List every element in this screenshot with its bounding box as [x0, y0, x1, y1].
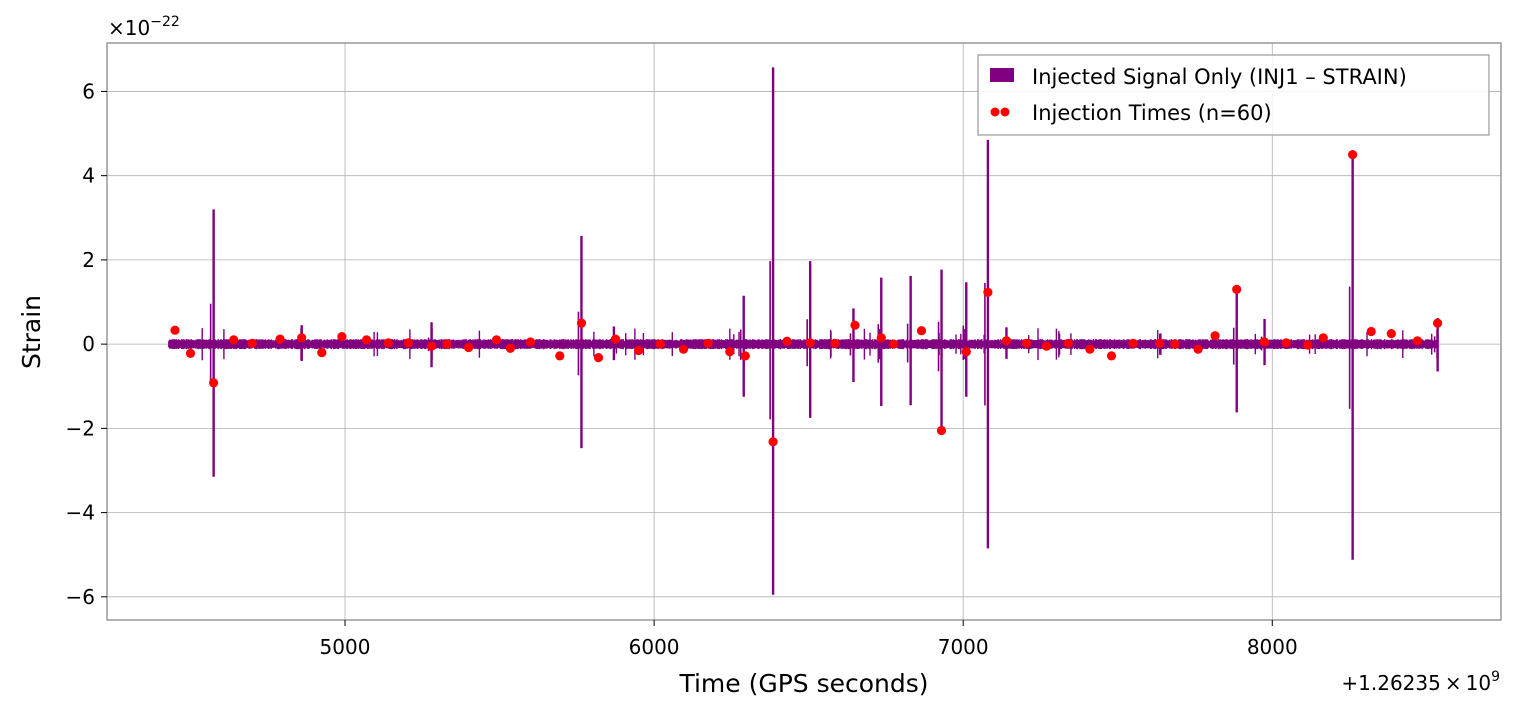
injection-point: [593, 353, 604, 363]
injection-point: [1042, 341, 1052, 351]
y-tick-label: 6: [82, 79, 95, 103]
y-axis-label: Strain: [17, 295, 46, 369]
y-scale-exponent: −22: [150, 14, 180, 30]
injection-point: [337, 332, 347, 342]
x-axis-label: Time (GPS seconds): [678, 669, 928, 698]
injection-point: [505, 343, 515, 353]
legend-signal-swatch: [990, 68, 1014, 82]
injection-point: [491, 335, 502, 345]
injection-point: [297, 333, 307, 343]
injection-point: [209, 378, 219, 388]
injection-point: [850, 320, 860, 330]
injection-point: [1170, 339, 1180, 349]
x-tick-label: 5000: [320, 635, 371, 659]
x-tick-label: 8000: [1247, 635, 1298, 659]
injection-point: [805, 338, 815, 348]
injection-point: [275, 334, 285, 344]
injection-point: [525, 337, 536, 347]
legend-box: [977, 54, 1490, 136]
injection-point: [983, 287, 993, 297]
injection-point: [1193, 344, 1203, 354]
injection-point: [1348, 150, 1358, 160]
injection-point: [1128, 338, 1138, 348]
injection-point: [1433, 318, 1443, 328]
x-offset-exponent: 9: [1491, 669, 1500, 685]
injection-points: [170, 150, 1443, 447]
y-tick-label: −2: [66, 416, 95, 440]
injection-point: [383, 338, 393, 348]
injection-point: [916, 326, 927, 336]
y-scale-times: ×: [108, 16, 125, 40]
injection-point: [1063, 338, 1073, 348]
injection-point: [1210, 331, 1220, 341]
legend-injection-marker: [990, 107, 1000, 117]
signal-series: [168, 67, 1439, 595]
injection-point: [830, 338, 840, 348]
injection-point: [170, 325, 180, 335]
injection-point: [961, 347, 971, 357]
legend-injection-label: Injection Times (n=60): [1032, 101, 1272, 125]
injection-point: [576, 318, 587, 328]
plot-frame: [106, 42, 1502, 621]
legend: Injected Signal Only (INJ1 – STRAIN) Inj…: [977, 54, 1490, 136]
injection-point: [555, 351, 565, 361]
y-tick-label: 0: [82, 332, 95, 356]
injection-point: [1386, 329, 1396, 339]
y-tick-label: −6: [66, 585, 95, 609]
y-tick-label: 2: [82, 248, 95, 272]
injection-point: [1259, 337, 1270, 347]
injection-point: [185, 348, 196, 358]
injection-point: [876, 333, 886, 343]
injection-point: [247, 338, 257, 348]
x-offset-times: ×: [1445, 671, 1462, 695]
x-axis-ticks: 5000 6000 7000 8000: [320, 620, 1298, 659]
injection-point: [362, 335, 372, 345]
y-tick-label: 4: [82, 164, 95, 188]
injection-point: [1021, 338, 1032, 348]
y-tick-label: −4: [66, 501, 95, 525]
injection-point: [229, 335, 239, 345]
injection-point: [782, 336, 792, 346]
injection-point: [768, 437, 778, 447]
injection-point: [317, 348, 327, 358]
injection-point: [703, 338, 713, 348]
x-tick-label: 6000: [629, 635, 680, 659]
injection-point: [1232, 284, 1242, 294]
injection-point: [464, 342, 474, 353]
injection-point: [1281, 338, 1291, 348]
grid-lines: [107, 43, 1501, 620]
injection-point: [1154, 338, 1165, 348]
injection-point: [936, 425, 947, 436]
injection-point: [725, 347, 735, 357]
x-offset-label: +1.26235 × 109: [1341, 669, 1500, 695]
x-offset-base: +1.26235: [1341, 671, 1440, 695]
injection-point: [426, 341, 437, 351]
injection-point: [442, 339, 452, 349]
y-scale-label: ×10−22: [108, 14, 180, 40]
injection-point: [889, 339, 899, 349]
injection-point: [610, 334, 621, 344]
injection-point: [740, 351, 750, 361]
injection-point: [655, 339, 665, 349]
y-scale-ten: 10: [125, 16, 150, 40]
injection-point: [634, 345, 644, 356]
injection-point: [1001, 336, 1012, 346]
x-tick-label: 7000: [938, 635, 989, 659]
legend-injection-marker: [1000, 107, 1010, 117]
legend-signal-label: Injected Signal Only (INJ1 – STRAIN): [1032, 65, 1407, 89]
injection-point: [678, 344, 689, 354]
injection-point: [1318, 333, 1328, 343]
injection-point: [1303, 340, 1313, 350]
injection-point: [1085, 344, 1095, 354]
y-axis-ticks: −6 −4 −2 0 2 4 6: [66, 79, 107, 609]
injection-point: [1412, 336, 1423, 346]
injection-point: [1106, 351, 1117, 361]
injection-point: [403, 338, 413, 348]
x-offset-ten: 10: [1466, 671, 1491, 695]
injection-point: [1366, 326, 1376, 337]
